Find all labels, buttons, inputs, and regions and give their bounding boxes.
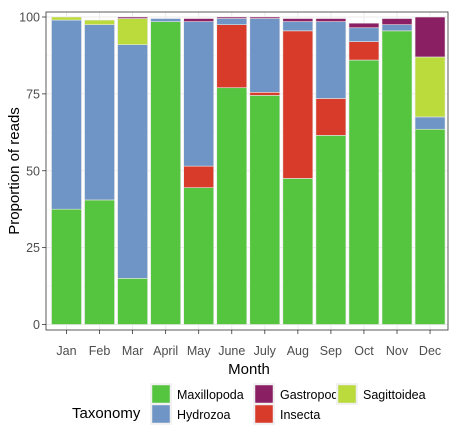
legend-label-insecta: Insecta: [280, 408, 320, 422]
x-tick-label: Sep: [320, 344, 342, 358]
bar-segment-hydrozoa-feb: [84, 24, 115, 201]
y-tick-label: 0: [33, 318, 40, 332]
bar-segment-hydrozoa-dec: [414, 116, 446, 130]
legend-key-gastropoda: [254, 384, 274, 404]
legend-title: Taxonomy: [72, 405, 141, 422]
x-tick-label: Dec: [419, 344, 441, 358]
legend-label-gastropoda: Gastropoda: [280, 388, 345, 402]
y-tick-label: 100: [19, 11, 40, 25]
x-tick-label: April: [153, 344, 178, 358]
bar-segment-maxillopoda-oct: [348, 59, 380, 325]
bar-segment-sagittoidea-jan: [51, 16, 82, 21]
legend-key-insecta: [254, 404, 274, 424]
bar-segment-hydrozoa-nov: [381, 24, 413, 32]
legend: Taxonomy Maxillopoda Hydrozoa Gastropoda In…: [72, 383, 426, 425]
x-tick-label: Jan: [56, 344, 76, 358]
bar-segment-maxillopoda-aug: [282, 178, 314, 325]
y-tick-label: 75: [26, 87, 40, 101]
x-tick-label: Mar: [122, 344, 144, 358]
y-tick-label: 50: [26, 164, 40, 178]
bar-segment-gastropoda-nov: [381, 18, 413, 25]
y-tick-label: 25: [26, 241, 40, 255]
bar-segment-maxillopoda-dec: [414, 128, 446, 325]
bar-segment-maxillopoda-april: [150, 21, 181, 325]
bar-segment-maxillopoda-june: [216, 87, 248, 325]
x-tick-label: Oct: [354, 344, 374, 358]
bar-segment-gastropoda-july: [249, 16, 281, 19]
x-tick-label: June: [218, 344, 245, 358]
legend-label-maxillopoda: Maxillopoda: [177, 388, 244, 402]
bar-segment-insecta-oct: [348, 41, 380, 61]
bar-segment-gastropoda-mar: [117, 16, 148, 19]
bar-segment-gastropoda-oct: [348, 22, 380, 29]
bar-segment-maxillopoda-july: [249, 95, 281, 325]
y-axis-title: Proportion of reads: [6, 107, 23, 235]
x-tick-label: July: [254, 344, 277, 358]
bar-segment-hydrozoa-jan: [51, 19, 82, 210]
bar-segment-maxillopoda-nov: [381, 30, 413, 325]
legend-key-sagittoidea: [337, 384, 357, 404]
bar-segment-sagittoidea-mar: [117, 18, 148, 45]
bar-segment-maxillopoda-may: [183, 187, 214, 325]
legend-label-hydrozoa: Hydrozoa: [177, 408, 231, 422]
y-axis: 0 25 50 75 100: [19, 11, 46, 332]
bar-segment-sagittoidea-dec: [414, 56, 446, 118]
legend-key-hydrozoa: [151, 404, 171, 424]
bar-segment-maxillopoda-mar: [117, 278, 148, 325]
bar-segment-hydrozoa-sep: [315, 21, 347, 99]
bar-segment-maxillopoda-jan: [51, 208, 82, 325]
bar-segment-gastropoda-may: [183, 18, 214, 22]
bar-segment-insecta-may: [183, 165, 214, 188]
bar-segment-gastropoda-sep: [315, 18, 347, 22]
legend-label-sagittoidea: Sagittoidea: [363, 388, 426, 402]
x-axis-title: Month: [228, 361, 270, 378]
bar-segment-hydrozoa-may: [183, 21, 214, 167]
bar-segment-insecta-sep: [315, 98, 347, 136]
bar-segment-hydrozoa-july: [249, 18, 281, 93]
x-tick-label: Aug: [287, 344, 309, 358]
bar-segment-hydrozoa-mar: [117, 44, 148, 279]
x-tick-label: Nov: [386, 344, 409, 358]
bar-segment-insecta-july: [249, 92, 281, 96]
bar-segment-hydrozoa-june: [216, 18, 248, 25]
bar-segment-gastropoda-dec: [414, 16, 446, 58]
bar-segment-gastropoda-june: [216, 16, 248, 19]
bar-segment-hydrozoa-aug: [282, 21, 314, 32]
bar-segment-insecta-june: [216, 24, 248, 89]
x-tick-label: Feb: [89, 344, 111, 358]
x-axis: Jan Feb Mar April May June July Aug Sep Oct Nov Dec: [56, 330, 441, 358]
bar-segment-gastropoda-aug: [282, 18, 314, 22]
x-tick-label: May: [187, 344, 211, 358]
bar-segment-hydrozoa-april: [150, 18, 181, 22]
legend-key-maxillopoda: [151, 384, 171, 404]
bars: [51, 16, 446, 325]
bar-segment-maxillopoda-feb: [84, 199, 115, 325]
bar-segment-maxillopoda-sep: [315, 135, 347, 325]
bar-segment-insecta-aug: [282, 30, 314, 179]
bar-segment-hydrozoa-oct: [348, 27, 380, 42]
bar-segment-sagittoidea-feb: [84, 19, 115, 25]
